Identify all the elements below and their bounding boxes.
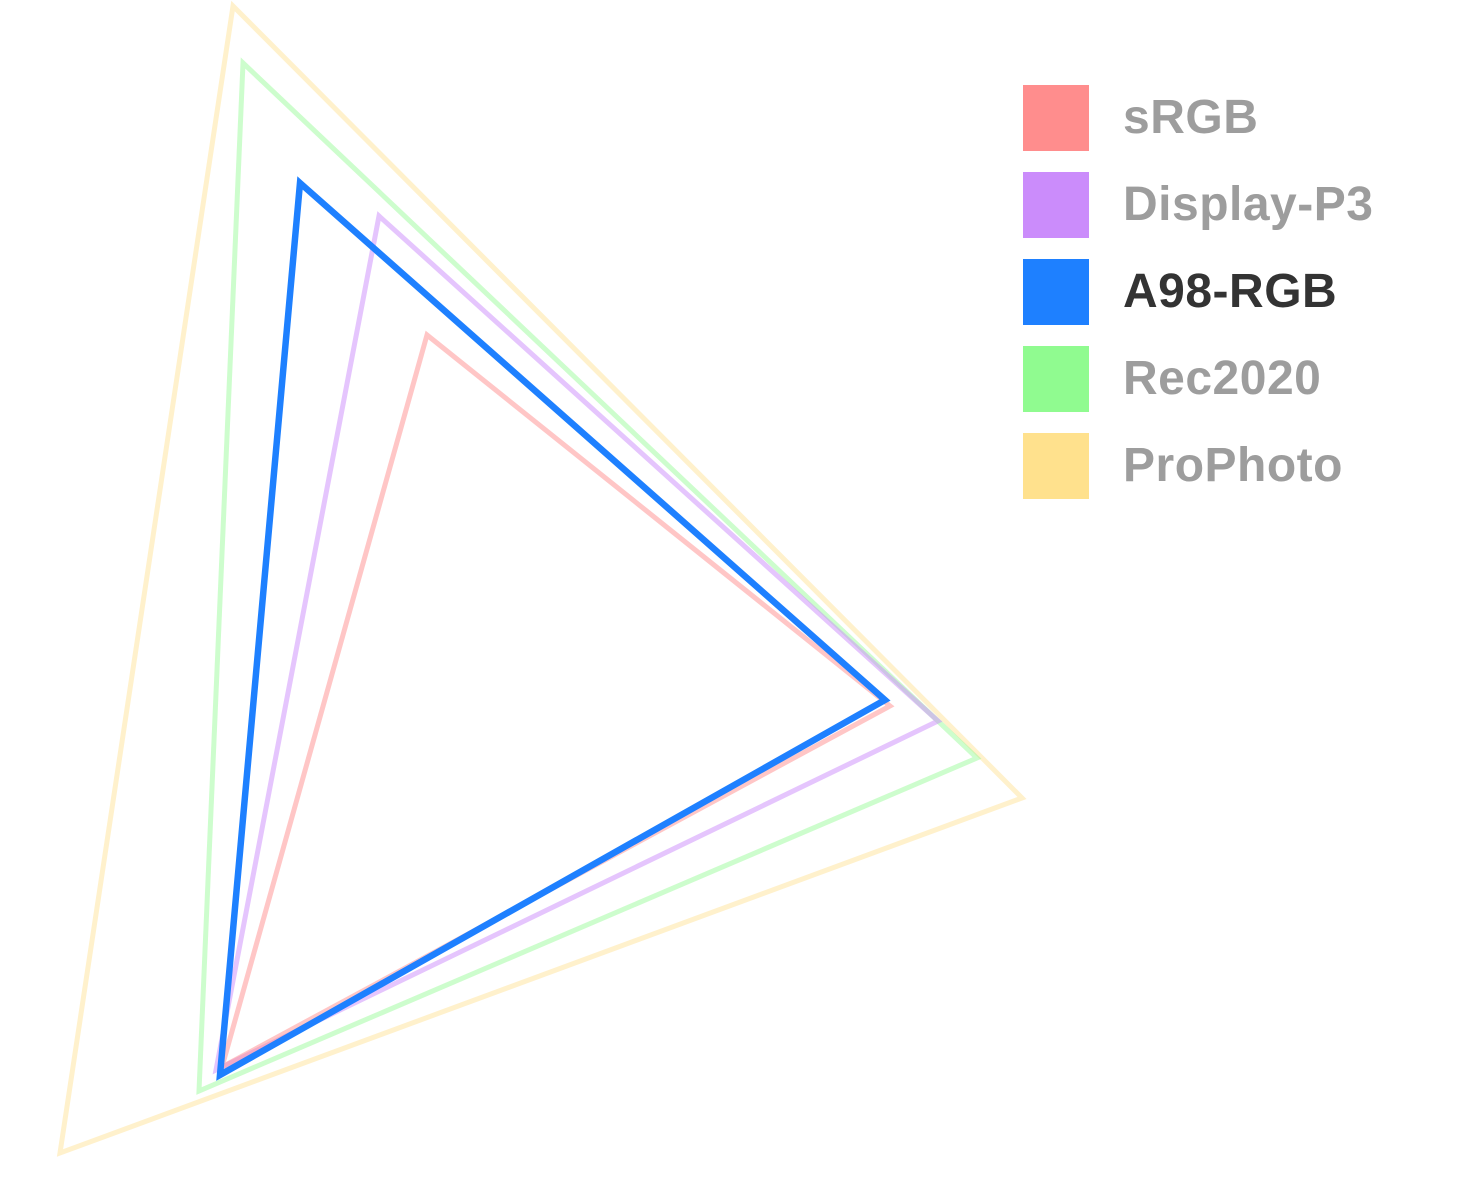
gamut-triangle-prophoto <box>56 0 1027 1157</box>
gamut-triangle-a98-rgb <box>216 176 891 1081</box>
prophoto-label: ProPhoto <box>1123 439 1343 492</box>
srgb-label: sRGB <box>1123 91 1259 144</box>
gamut-triangle-srgb <box>218 330 895 1073</box>
legend-item-srgb: sRGB <box>1023 85 1373 151</box>
gamut-triangle-display-p3 <box>212 211 943 1075</box>
legend: sRGB Display-P3 A98-RGB Rec2020 ProPhoto <box>1023 85 1373 520</box>
display-p3-color-swatch <box>1023 172 1089 238</box>
a98-rgb-label: A98-RGB <box>1123 265 1338 318</box>
prophoto-color-swatch <box>1023 433 1089 499</box>
gamut-triangle-rec2020 <box>196 57 982 1095</box>
srgb-color-swatch <box>1023 85 1089 151</box>
display-p3-label: Display-P3 <box>1123 178 1374 231</box>
legend-item-prophoto: ProPhoto <box>1023 433 1373 499</box>
a98-rgb-color-swatch <box>1023 259 1089 325</box>
legend-item-rec2020: Rec2020 <box>1023 346 1373 412</box>
rec2020-label: Rec2020 <box>1123 352 1322 405</box>
legend-item-display-p3: Display-P3 <box>1023 172 1373 238</box>
legend-item-a98-rgb: A98-RGB <box>1023 259 1373 325</box>
rec2020-color-swatch <box>1023 346 1089 412</box>
